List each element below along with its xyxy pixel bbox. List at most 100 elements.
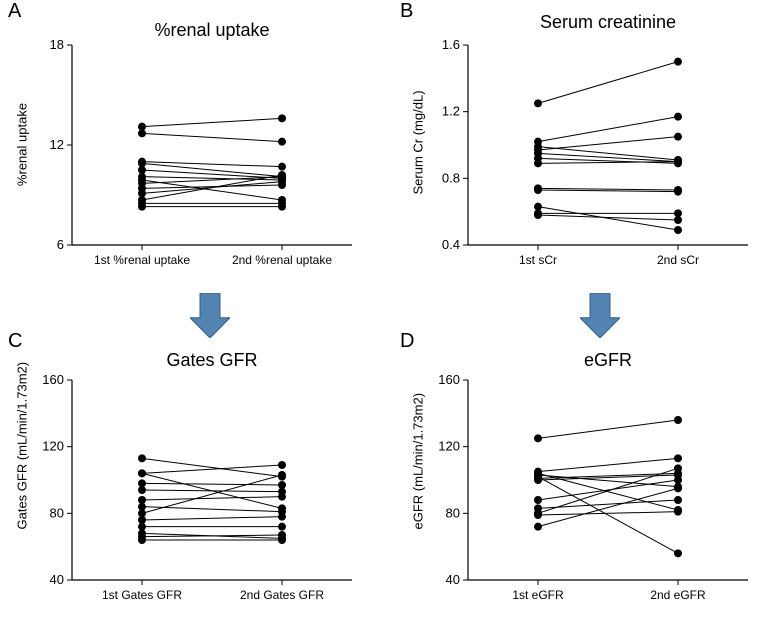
panel-title-d: eGFR [508,350,708,371]
y-tick-label: 160 [42,375,64,387]
data-point [278,493,286,501]
data-point [674,416,682,424]
y-tick-label: 160 [438,375,460,387]
y-tick-label: 18 [50,40,64,52]
data-point [138,129,146,137]
data-point [674,58,682,66]
y-tick-label: 0.8 [442,170,460,185]
data-point [534,434,542,442]
data-point [674,454,682,462]
panel-label-a: A [8,0,21,23]
pair-line [142,133,282,141]
data-point [278,138,286,146]
panel-title-c: Gates GFR [112,350,312,371]
data-point [674,158,682,166]
data-point [534,99,542,107]
data-point [138,454,146,462]
y-tick-label: 80 [50,505,64,520]
y-tick-label: 6 [57,237,64,252]
pair-line [142,535,282,537]
y-tick-label: 120 [42,439,64,454]
down-arrow-icon [580,293,620,338]
x-category-label-1-d: 1st eGFR [468,588,608,602]
y-tick-label: 0.4 [442,237,460,252]
data-point [534,476,542,484]
data-point [138,536,146,544]
x-category-label-1-b: 1st sCr [468,253,608,267]
y-axis-label-d: eGFR (mL/min/1.73m2) [411,430,426,530]
pair-line [538,215,678,220]
pair-line [538,117,678,142]
pair-line [142,497,282,500]
pair-line [538,480,678,500]
data-point [138,203,146,211]
data-point [674,188,682,196]
pair-line [142,517,282,520]
y-tick-label: 12 [50,137,64,152]
data-point [674,113,682,121]
data-point [278,523,286,531]
x-category-label-1-a: 1st %renal uptake [72,253,212,267]
panel-label-c: C [8,330,22,353]
panel-label-d: D [400,330,414,353]
y-tick-label: 40 [446,572,460,587]
down-arrow-icon [190,293,230,338]
chart-d: 40 80 120 160 [428,375,768,615]
data-point [278,114,286,122]
pair-line [538,207,678,230]
data-point [534,159,542,167]
x-category-label-1-c: 1st Gates GFR [72,588,212,602]
data-point [534,186,542,194]
pair-line [142,162,282,167]
panel-title-b: Serum creatinine [508,12,708,33]
x-category-label-2-d: 2nd eGFR [608,588,748,602]
pair-line [538,458,678,471]
chart-c: 40 80 120 160 [32,375,372,615]
y-axis-label-b: Serum Cr (mg/dL) [411,95,426,195]
data-point [278,163,286,171]
data-point [674,133,682,141]
data-point [278,461,286,469]
pair-line [142,483,282,485]
pair-line [142,458,282,476]
x-category-label-2-a: 2nd %renal uptake [212,253,352,267]
pair-line [538,475,678,487]
data-point [674,508,682,516]
data-point [138,486,146,494]
y-tick-label: 80 [446,505,460,520]
data-point [674,476,682,484]
data-point [674,226,682,234]
data-point [674,549,682,557]
y-axis-label-a: %renal uptake [15,95,30,195]
pair-line [142,465,282,473]
data-point [278,536,286,544]
data-point [674,496,682,504]
chart-b: 0.40.81.21.6 [428,40,768,280]
pair-line [538,420,678,438]
data-point [278,513,286,521]
chart-a: 6 12 18 [32,40,372,280]
data-point [534,211,542,219]
pair-line [142,118,282,126]
y-axis-label-c: Gates GFR (mL/min/1.73m2) [15,430,30,530]
data-point [674,484,682,492]
x-category-label-2-b: 2nd sCr [608,253,748,267]
data-point [674,464,682,472]
data-point [674,216,682,224]
data-point [138,469,146,477]
pair-line [538,62,678,104]
pair-line [142,490,282,492]
y-tick-label: 120 [438,439,460,454]
panel-title-a: %renal uptake [112,20,312,41]
data-point [534,523,542,531]
data-point [534,511,542,519]
pair-line [538,468,678,513]
data-point [278,203,286,211]
data-point [534,496,542,504]
y-tick-label: 40 [50,572,64,587]
y-tick-label: 1.2 [442,104,460,119]
x-category-label-2-c: 2nd Gates GFR [212,588,352,602]
panel-label-b: B [400,0,413,23]
data-point [278,471,286,479]
pair-line [142,475,282,513]
